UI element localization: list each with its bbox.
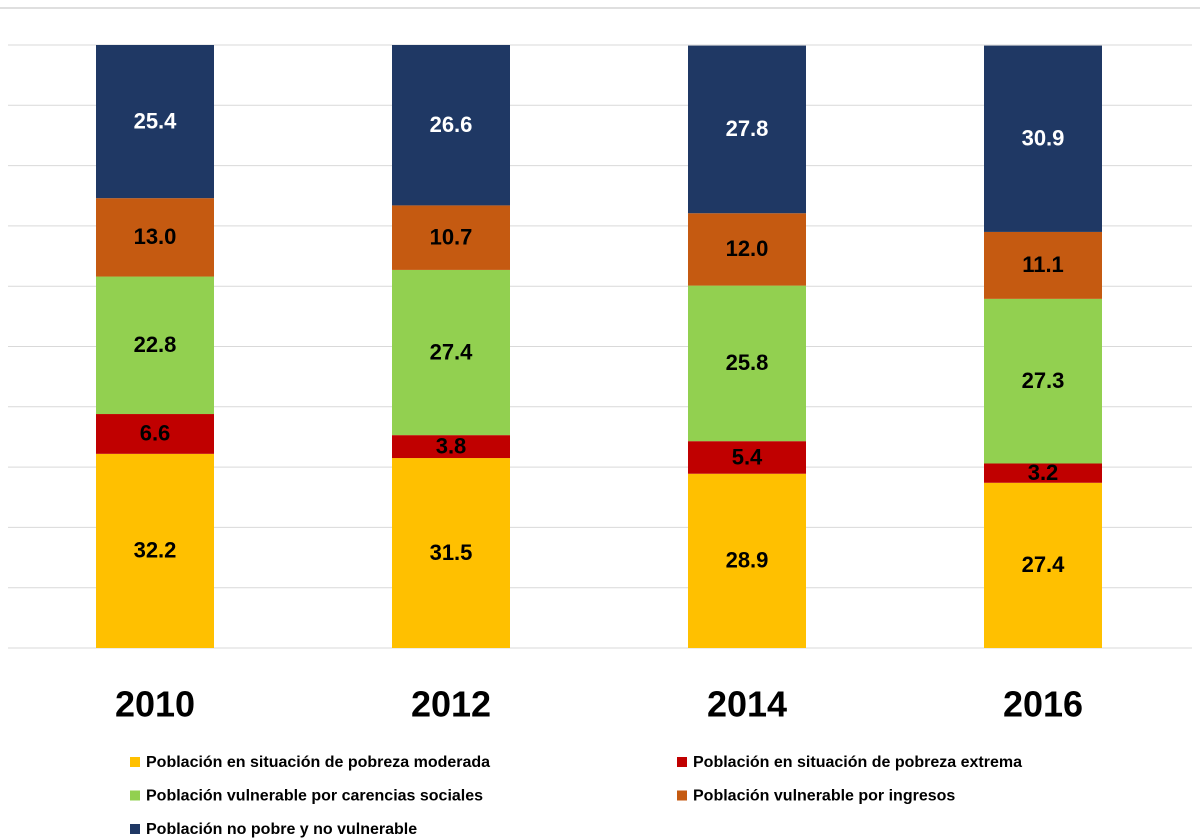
data-label: 27.8 [726, 116, 769, 141]
bar-segment [688, 213, 806, 286]
bar-segment [96, 198, 214, 277]
bar-segment [688, 441, 806, 474]
legend-label: Población en situación de pobreza modera… [146, 754, 490, 771]
bar-segment [392, 45, 510, 206]
data-label: 22.8 [134, 332, 177, 357]
data-label: 3.2 [1028, 460, 1059, 485]
data-label: 30.9 [1022, 126, 1065, 151]
bar-segment [392, 205, 510, 270]
bar-segment [984, 298, 1102, 464]
legend-swatch [130, 824, 140, 834]
data-label: 3.8 [436, 433, 467, 458]
data-label: 12.0 [726, 236, 769, 261]
data-label: 10.7 [430, 224, 473, 249]
legend-label: Población no pobre y no vulnerable [146, 821, 417, 838]
legend-swatch [130, 790, 140, 801]
legend-label: Población vulnerable por carencias socia… [146, 788, 483, 805]
legend-label: Población en situación de pobreza extrem… [693, 754, 1022, 771]
data-label: 31.5 [430, 540, 473, 565]
legend-label: Población vulnerable por ingresos [693, 788, 955, 805]
data-label: 27.4 [1022, 552, 1066, 577]
bar-segment [984, 463, 1102, 483]
bar-segment [96, 453, 214, 648]
legend-swatch [677, 757, 687, 767]
bar-segment [392, 435, 510, 459]
x-tick-label: 2012 [411, 684, 491, 725]
bar-segment [96, 45, 214, 199]
data-label: 28.9 [726, 548, 769, 573]
bar-segment [984, 45, 1102, 232]
bar-segment [984, 231, 1102, 299]
legend-swatch [677, 790, 687, 801]
data-label: 26.6 [430, 112, 473, 137]
bar-segment [688, 285, 806, 442]
data-label: 25.4 [134, 108, 178, 133]
data-label: 27.4 [430, 339, 474, 364]
bar-segment [984, 482, 1102, 648]
bar-segment [688, 473, 806, 648]
bar-segment [392, 458, 510, 648]
data-label: 13.0 [134, 224, 177, 249]
bar-segment [96, 276, 214, 415]
data-label: 6.6 [140, 421, 171, 446]
data-label: 11.1 [1022, 252, 1064, 277]
data-label: 27.3 [1022, 368, 1065, 393]
x-tick-label: 2016 [1003, 684, 1083, 725]
legend-swatch [130, 757, 140, 767]
data-label: 5.4 [732, 444, 763, 469]
data-label: 25.8 [726, 350, 769, 375]
bar-segment [96, 414, 214, 454]
bar-segment [392, 269, 510, 436]
data-label: 32.2 [134, 538, 177, 563]
bar-segment [688, 45, 806, 214]
x-tick-label: 2010 [115, 684, 195, 725]
x-tick-label: 2014 [707, 684, 787, 725]
